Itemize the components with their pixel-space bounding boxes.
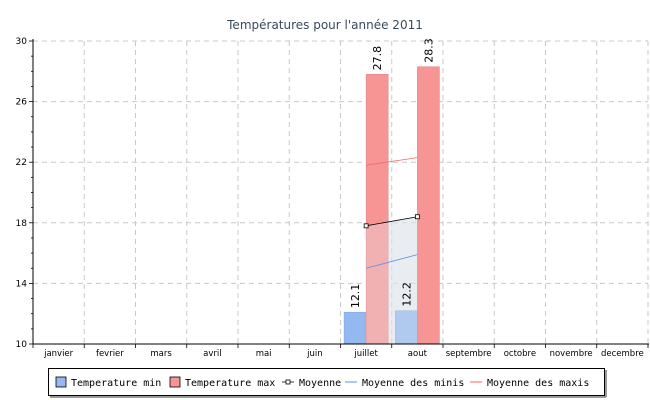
y-tick-label: 10 [16,340,28,350]
legend-swatch [55,376,67,388]
bar-temperature-min [343,311,367,345]
x-tick-label: septembre [446,349,492,359]
line-moyenne-des-maxis [366,157,418,166]
moyenne-marker [414,214,420,220]
y-tick-label: 26 [16,98,28,108]
data-label-max: 27.8 [371,46,384,71]
line-moyenne [366,216,418,227]
average-area-overlay [366,216,418,344]
bars [343,66,440,345]
bar-temperature-max [417,66,440,345]
x-tick-label: janvier [43,349,74,359]
legend-item-temperature-min: Temperature min [71,378,161,389]
x-tick-label: decembre [601,349,644,359]
series-lines [363,157,420,344]
legend-swatch [169,376,181,388]
x-tick-label: juin [306,349,323,359]
legend-swatch-marker [285,379,291,385]
grid [33,40,649,344]
data-labels: 12.1 12.2 27.8 28.3 [349,38,435,308]
legend-item-temperature-max: Temperature max [185,378,275,389]
y-tick-label: 14 [16,279,28,289]
y-tick-label: 22 [16,158,27,168]
y-tick-label: 30 [16,37,28,47]
x-tick-label: avril [203,349,221,359]
x-tick-label: mai [256,349,272,359]
x-tick-labels: janvier fevrier mars avril mai juin juillet aou… [43,349,644,359]
data-label-min: 12.1 [349,284,362,309]
chart-title: Températures pour l'année 2011 [226,18,423,32]
moyenne-marker [363,223,369,229]
x-tick-label: mars [150,349,172,359]
legend-box [48,368,605,396]
line-moyenne-des-minis [366,254,418,269]
axes [29,39,649,348]
data-label-min: 12.2 [400,282,413,307]
x-tick-label: octobre [504,349,536,359]
legend-item-moyenne-des-maxis: Moyenne des maxis [487,378,589,389]
x-tick-label: juillet [353,349,378,359]
legend: Temperature min Temperature max Moyenne Moy… [48,368,607,398]
x-tick-label: fevrier [96,349,124,359]
x-tick-label: novembre [550,349,593,359]
legend-item-moyenne: Moyenne [299,378,341,389]
y-tick-labels: 10 14 18 22 26 30 [16,37,28,350]
data-label-max: 28.3 [422,38,435,63]
legend-item-moyenne-des-minis: Moyenne des minis [362,378,464,389]
x-tick-label: aout [408,349,428,359]
y-tick-label: 18 [16,219,28,229]
